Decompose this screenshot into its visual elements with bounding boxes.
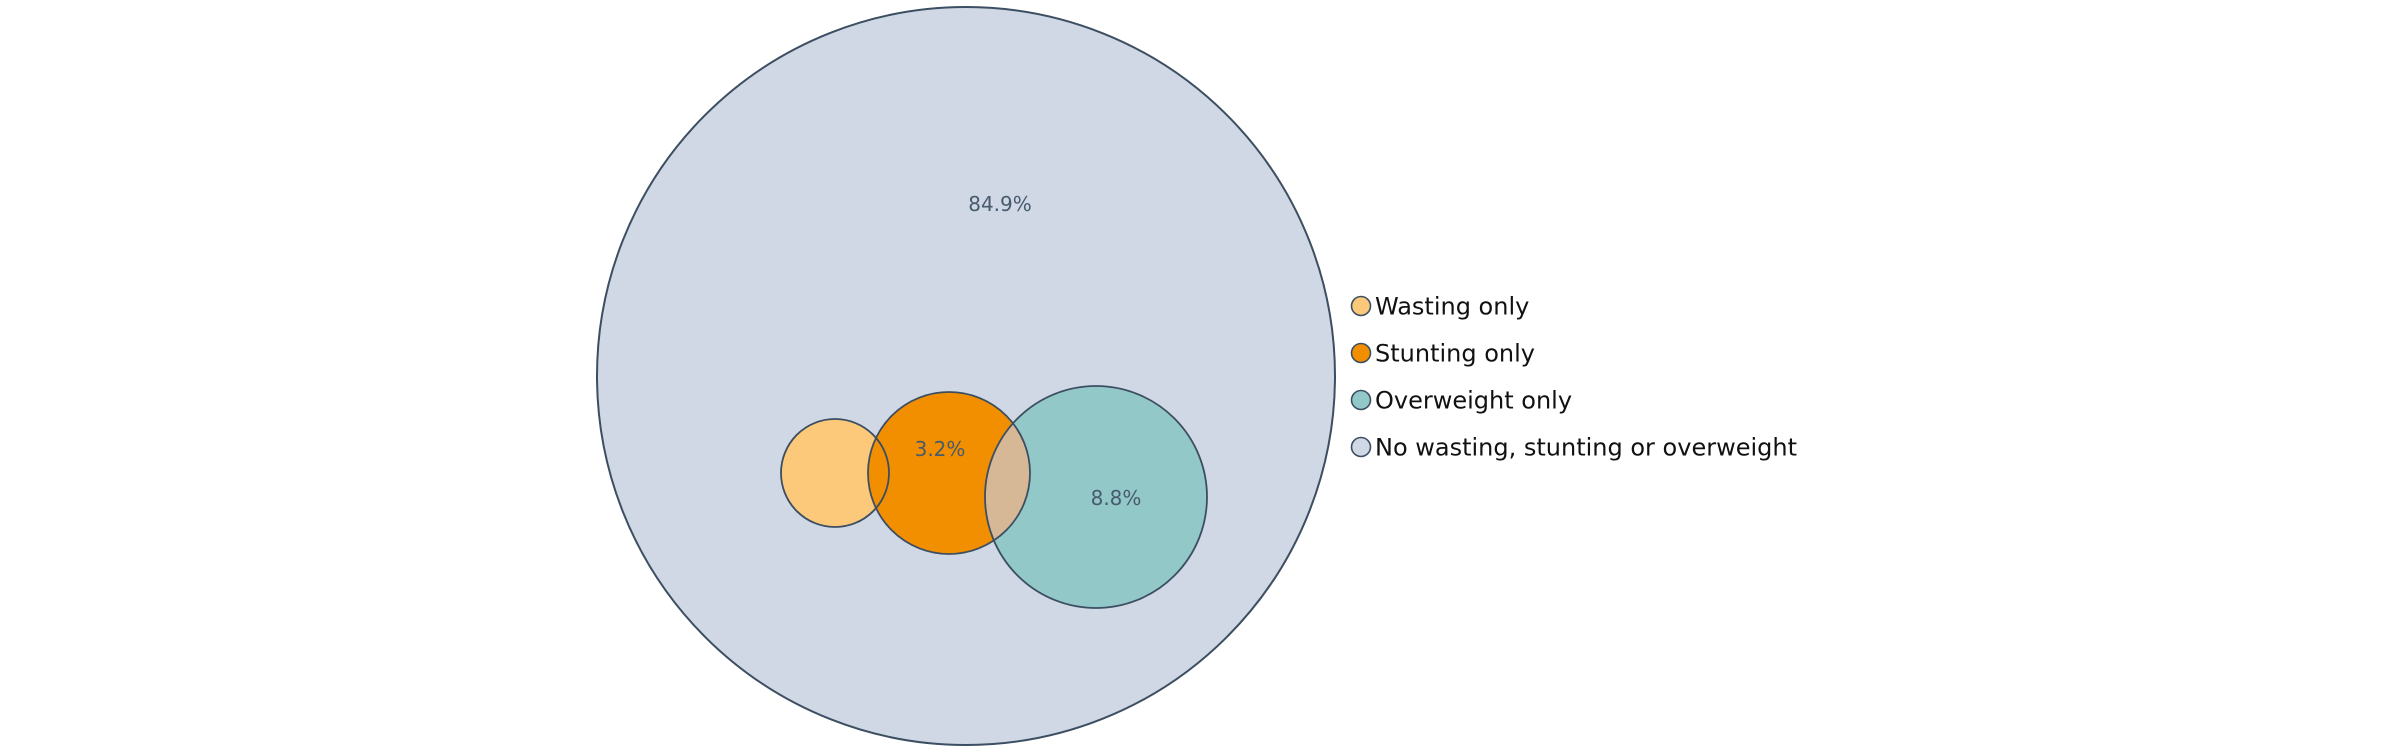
venn-outline-wasting: [780, 418, 890, 528]
legend-label-overweight: Overweight only: [1375, 387, 1572, 415]
legend-label-stunting: Stunting only: [1375, 340, 1535, 368]
legend-marker-stunting: [1350, 342, 1372, 364]
legend-item-overweight: Overweight only: [1350, 387, 1572, 415]
region-label-none: 84.9%: [968, 192, 1032, 216]
legend-marker-wasting: [1350, 295, 1372, 317]
legend-item-none: No wasting, stunting or overweight: [1350, 434, 1797, 462]
venn-circle-overweight: [985, 386, 1207, 608]
venn-outline-stunting: [867, 391, 1031, 555]
venn-circle-none: [597, 7, 1335, 745]
region-label-stunting: 3.2%: [915, 437, 966, 461]
region-label-overweight: 8.8%: [1091, 486, 1142, 510]
legend-marker-overweight: [1350, 389, 1372, 411]
legend-label-none: No wasting, stunting or overweight: [1375, 434, 1797, 462]
venn-outline-overweight: [984, 385, 1208, 609]
legend: Wasting only Stunting only Overweight only…: [1350, 293, 1797, 462]
legend-marker-none: [1350, 436, 1372, 458]
legend-item-stunting: Stunting only: [1350, 340, 1535, 368]
legend-label-wasting: Wasting only: [1375, 293, 1529, 321]
venn-outline-none: [596, 6, 1336, 746]
venn-circle-wasting: [781, 419, 889, 527]
legend-item-wasting: Wasting only: [1350, 293, 1529, 321]
